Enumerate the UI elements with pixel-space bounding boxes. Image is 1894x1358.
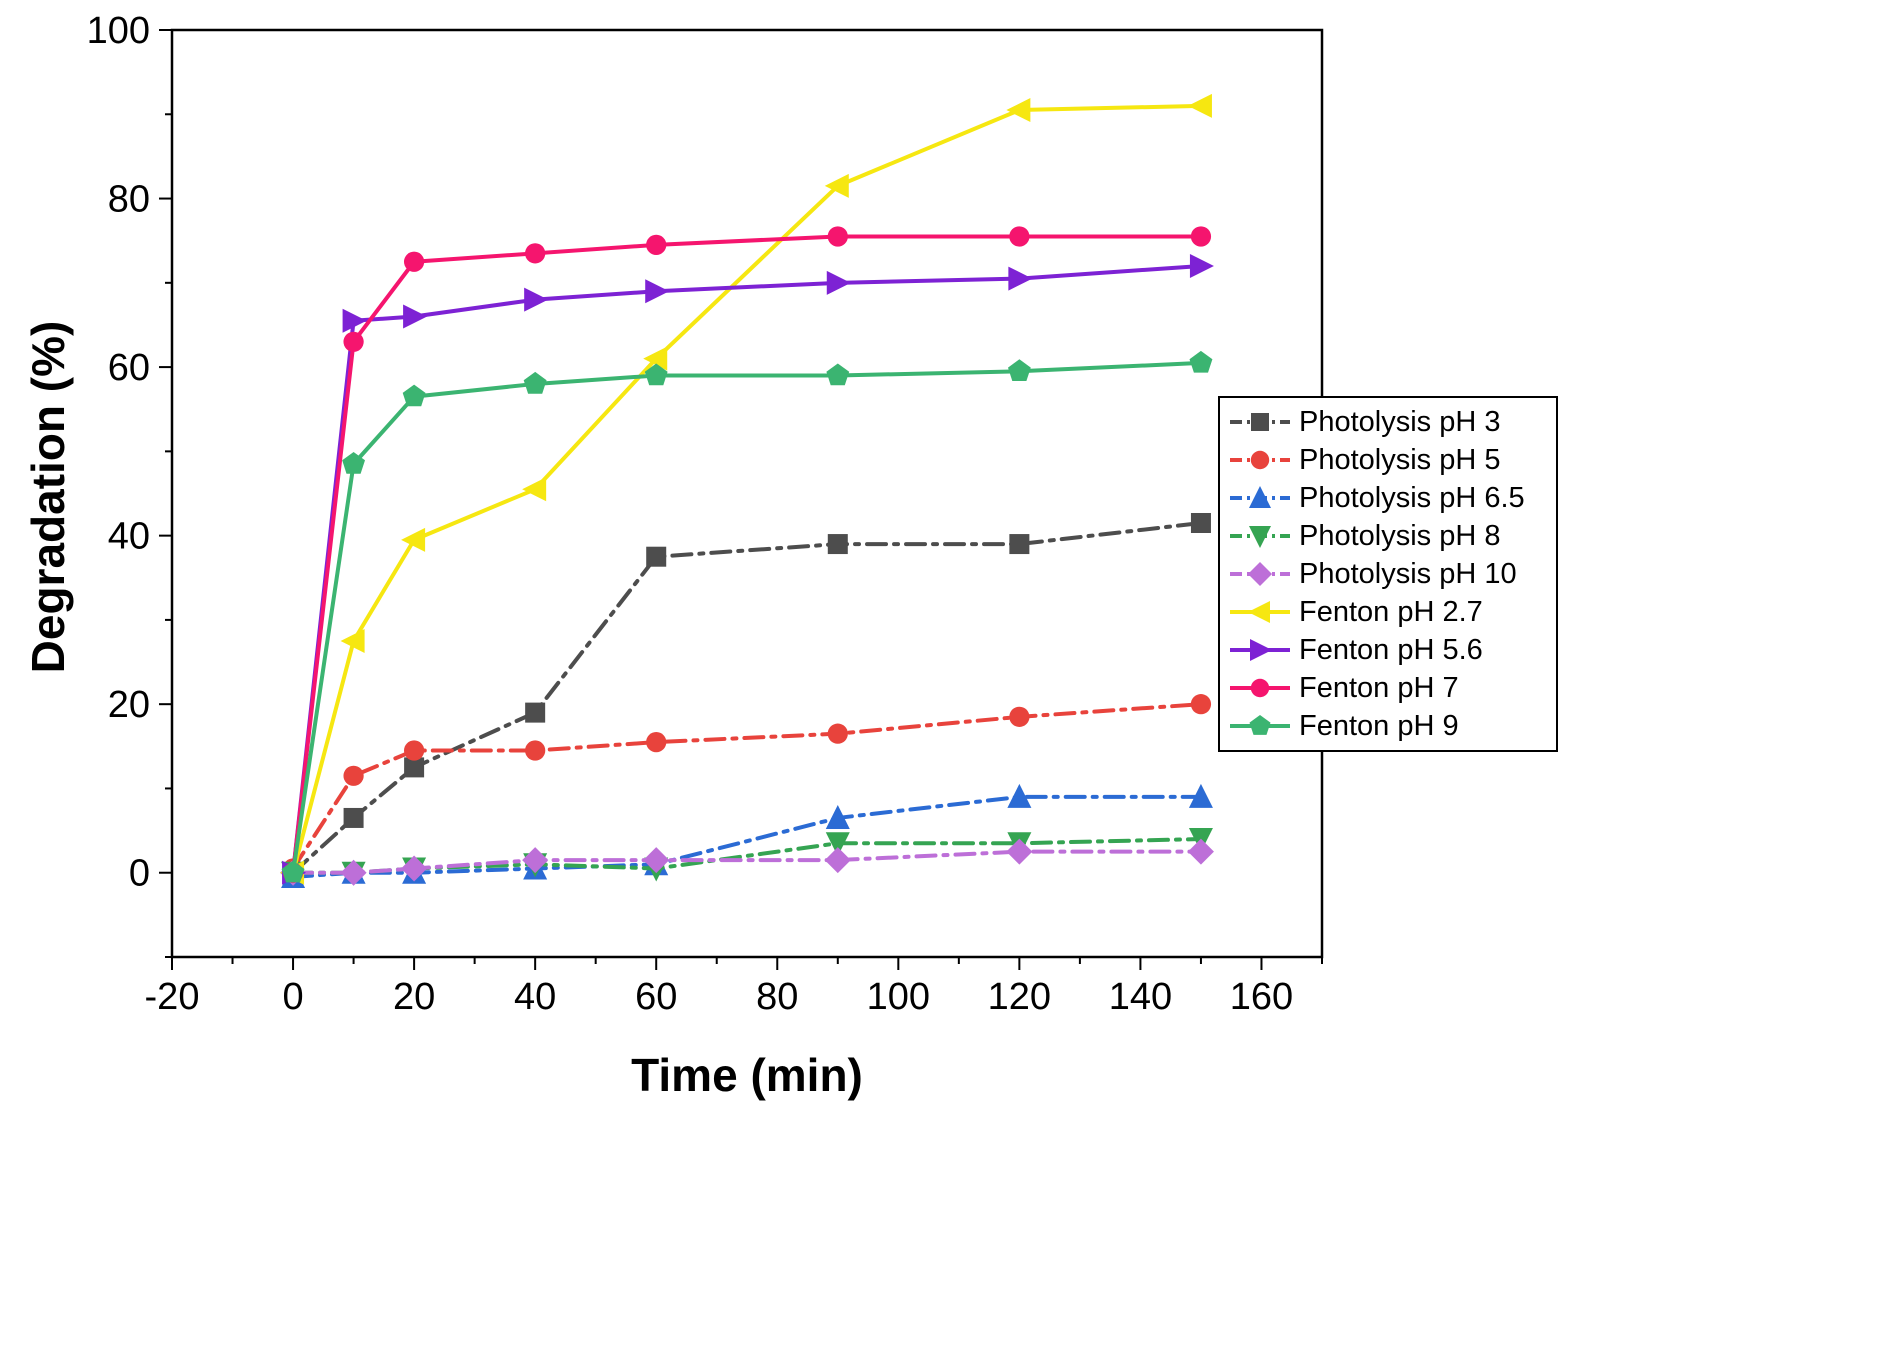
- svg-text:40: 40: [514, 976, 556, 1018]
- svg-text:0: 0: [129, 853, 150, 895]
- legend-item: Fenton pH 7: [1228, 669, 1548, 707]
- svg-text:140: 140: [1109, 976, 1172, 1018]
- svg-text:160: 160: [1230, 976, 1293, 1018]
- legend-marker-icon: [1230, 486, 1290, 508]
- legend-item: Photolysis pH 5: [1228, 441, 1548, 479]
- legend-marker-icon: [1230, 601, 1290, 623]
- legend: Photolysis pH 3 Photolysis pH 5 Photolysis…: [1218, 396, 1558, 752]
- svg-text:80: 80: [756, 976, 798, 1018]
- legend-marker-icon: [1230, 639, 1290, 661]
- legend-item: Photolysis pH 3: [1228, 403, 1548, 441]
- y-axis-label: Degradation (%): [22, 320, 74, 674]
- svg-text:100: 100: [867, 976, 930, 1018]
- legend-marker-icon: [1230, 715, 1290, 735]
- legend-marker-icon: [1230, 678, 1290, 698]
- svg-text:60: 60: [635, 976, 677, 1018]
- series-photolysis-ph-3: [283, 512, 1211, 883]
- legend-label: Photolysis pH 10: [1299, 557, 1517, 590]
- svg-text:0: 0: [282, 976, 303, 1018]
- svg-text:120: 120: [988, 976, 1051, 1018]
- legend-label: Fenton pH 9: [1299, 709, 1459, 742]
- series-fenton-ph-9: [281, 350, 1213, 883]
- series-fenton-ph-5.6: [282, 253, 1214, 885]
- series-fenton-ph-7: [282, 226, 1212, 883]
- legend-marker-icon: [1230, 526, 1290, 548]
- tick-labels: -20 0 20 40 60 80 100 120 140 160 0 20 40 60 80 100: [87, 10, 1294, 1018]
- legend-label: Photolysis pH 5: [1299, 443, 1501, 476]
- svg-text:60: 60: [108, 347, 150, 389]
- legend-item: Fenton pH 5.6: [1228, 631, 1548, 669]
- svg-text:20: 20: [393, 976, 435, 1018]
- legend-label: Fenton pH 5.6: [1299, 633, 1483, 666]
- legend-label: Photolysis pH 8: [1299, 519, 1501, 552]
- svg-text:40: 40: [108, 516, 150, 558]
- legend-item: Photolysis pH 10: [1228, 555, 1548, 593]
- legend-item: Fenton pH 9: [1228, 707, 1548, 745]
- svg-text:80: 80: [108, 179, 150, 221]
- legend-marker-icon: [1230, 562, 1290, 586]
- legend-marker-icon: [1230, 450, 1290, 470]
- svg-text:100: 100: [87, 10, 150, 52]
- legend-marker-icon: [1230, 413, 1290, 431]
- legend-label: Photolysis pH 6.5: [1299, 481, 1525, 514]
- legend-label: Fenton pH 2.7: [1299, 595, 1483, 628]
- legend-item: Photolysis pH 6.5: [1228, 479, 1548, 517]
- legend-label: Fenton pH 7: [1299, 671, 1459, 704]
- svg-text:20: 20: [108, 684, 150, 726]
- x-axis-label: Time (min): [631, 1049, 863, 1101]
- axis-ticks: [159, 29, 1323, 970]
- legend-item: Photolysis pH 8: [1228, 517, 1548, 555]
- legend-label: Photolysis pH 3: [1299, 405, 1501, 438]
- svg-text:-20: -20: [145, 976, 200, 1018]
- legend-item: Fenton pH 2.7: [1228, 593, 1548, 631]
